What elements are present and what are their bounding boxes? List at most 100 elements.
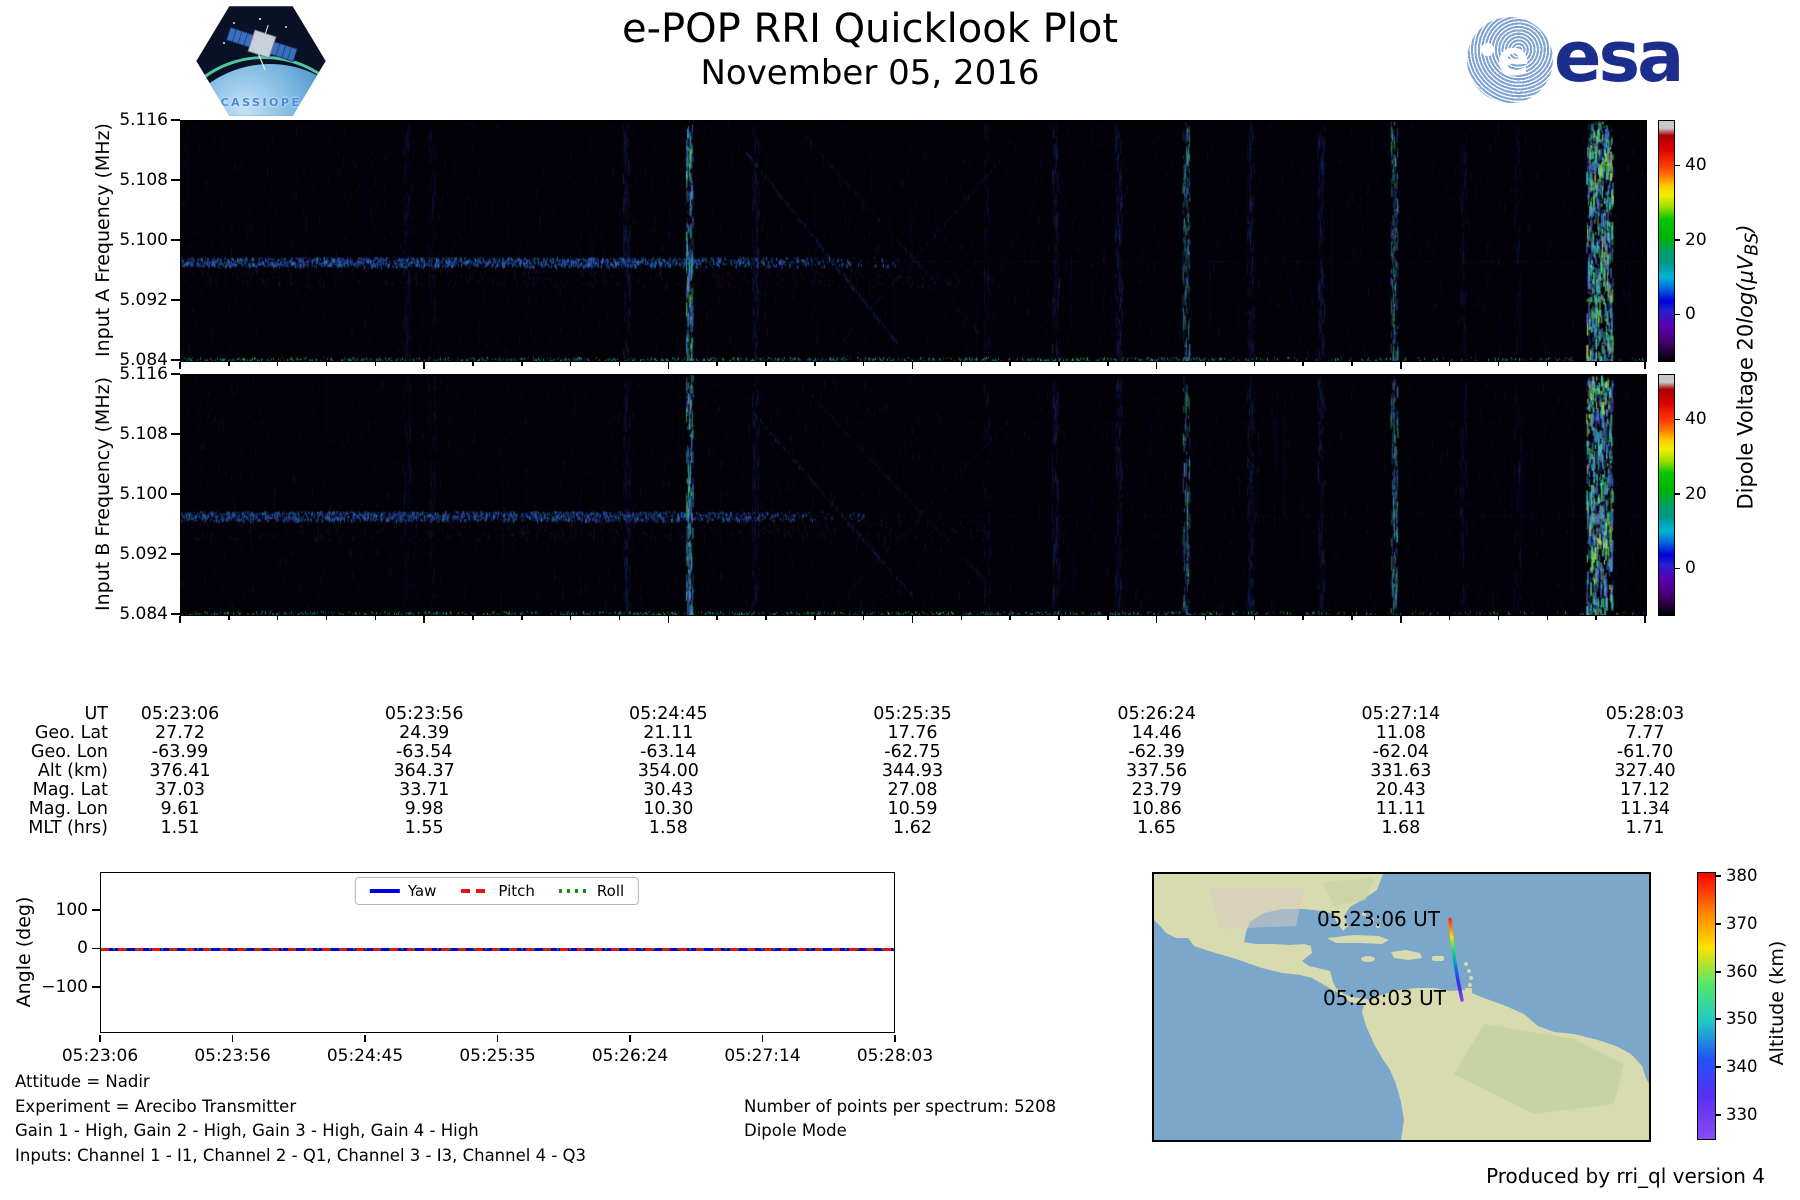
x-tick-mark [1155, 361, 1158, 369]
colorbar-tick-label: 0 [1685, 557, 1696, 578]
angle-xtick-mark [761, 1034, 764, 1042]
dipole-colorbar-b [1658, 374, 1675, 616]
x-tick-mark [1400, 615, 1402, 623]
table-cell: 337.56 [1126, 760, 1188, 781]
table-cell: 17.12 [1619, 779, 1671, 800]
dipole-colorbar-a [1658, 120, 1675, 362]
x-tick-mark [911, 615, 914, 623]
colorbar-tick-label: 0 [1685, 303, 1696, 324]
table-row-label: MLT (hrs) [28, 817, 108, 838]
table-cell: 9.98 [404, 798, 444, 819]
x-tick-mark [667, 361, 670, 369]
table-row-label: Mag. Lat [32, 779, 108, 800]
freq-tick-label: 5.116 [119, 363, 168, 384]
annotation-attitude: Attitude = Nadir [15, 1072, 150, 1091]
freq-tick-mark [171, 179, 180, 181]
x-minor-tick-mark [1595, 615, 1597, 620]
angle-zero-line [101, 947, 894, 951]
x-minor-tick-mark [1351, 361, 1353, 366]
table-cell: 11.08 [1375, 722, 1426, 743]
satellite-icon [225, 24, 298, 70]
table-cell: 17.76 [887, 722, 938, 743]
angle-ytick-mark [92, 909, 100, 911]
table-cell: 344.93 [881, 760, 944, 781]
x-minor-tick-mark [1302, 361, 1304, 366]
x-minor-tick-mark [374, 361, 377, 366]
table-cell: 331.63 [1370, 760, 1432, 781]
x-minor-tick-mark [716, 615, 718, 620]
map-land [1154, 874, 1649, 1140]
table-cell: -62.39 [1128, 741, 1185, 762]
table-cell: 327.40 [1614, 760, 1676, 781]
angle-xtick-mark [231, 1034, 234, 1042]
freq-tick-label: 5.108 [119, 169, 168, 190]
freq-tick-label: 5.084 [119, 603, 168, 624]
table-cell: 354.00 [637, 760, 699, 781]
legend-label-roll: Roll [596, 882, 625, 900]
ground-track-line [1448, 917, 1464, 1002]
x-tick-mark [423, 615, 425, 623]
angle-xtick-label: 05:28:03 [856, 1046, 934, 1066]
altitude-tick-label: 330 [1726, 1105, 1758, 1124]
x-minor-tick-mark [1058, 615, 1060, 620]
table-cell: 9.61 [160, 798, 200, 819]
freq-tick-mark [171, 433, 180, 435]
table-cell: 05:24:45 [629, 703, 708, 724]
spectrogram-b-panel [180, 374, 1647, 616]
angle-ytick-mark [92, 947, 100, 950]
table-cell: 05:23:06 [140, 703, 220, 724]
angle-ytick-label: 0 [77, 938, 88, 958]
angle-xtick-mark [894, 1034, 896, 1042]
colorbar-tick-label: 20 [1685, 229, 1707, 250]
x-minor-tick-mark [472, 615, 474, 620]
freq-tick-mark [171, 119, 180, 121]
cassiope-logo-badge: CASSIOPE [195, 4, 327, 118]
freq-tick-mark [171, 373, 180, 375]
x-minor-tick-mark [1448, 615, 1451, 620]
x-minor-tick-mark [1204, 615, 1207, 620]
table-cell: 1.68 [1381, 817, 1421, 838]
x-minor-tick-mark [276, 361, 279, 366]
table-cell: 7.77 [1625, 722, 1665, 743]
angle-xtick-mark [99, 1034, 101, 1042]
colorbar-tick-mark [1674, 313, 1680, 316]
x-minor-tick-mark [325, 615, 328, 620]
annotation-experiment: Experiment = Arecibo Transmitter [15, 1097, 297, 1116]
x-minor-tick-mark [1058, 361, 1060, 366]
table-cell: 24.39 [399, 722, 450, 743]
angle-xtick-mark [496, 1034, 499, 1042]
table-cell: 1.62 [893, 817, 932, 838]
x-minor-tick-mark [1595, 361, 1597, 366]
colorbar-tick-mark [1674, 239, 1680, 241]
angle-ytick-label: 100 [55, 899, 88, 920]
annotation-gains: Gain 1 - High, Gain 2 - High, Gain 3 - H… [15, 1121, 479, 1140]
freq-tick-label: 5.092 [119, 289, 168, 310]
angle-xtick-label: 05:23:56 [194, 1046, 271, 1066]
x-minor-tick-mark [1107, 361, 1109, 366]
table-cell: 21.11 [643, 722, 694, 743]
x-minor-tick-mark [814, 361, 816, 366]
table-row-label: Geo. Lat [34, 722, 108, 743]
altitude-tick-label: 370 [1726, 914, 1758, 933]
x-tick-mark [179, 615, 181, 623]
x-minor-tick-mark [1009, 615, 1011, 620]
altitude-tick-mark [1715, 875, 1721, 877]
table-cell: 1.71 [1625, 817, 1665, 838]
x-tick-mark [1644, 615, 1646, 623]
table-cell: -62.04 [1372, 741, 1430, 762]
table-cell: 14.46 [1131, 722, 1182, 743]
colorbar-tick-mark [1674, 567, 1680, 570]
freq-tick-label: 5.100 [119, 229, 168, 250]
x-minor-tick-mark [1107, 615, 1109, 620]
freq-tick-label: 5.084 [119, 349, 168, 370]
freq-tick-label: 5.100 [119, 483, 168, 504]
annotation-points-per-spectrum: Number of points per spectrum: 5208 [744, 1097, 1057, 1116]
pitch-line-icon [460, 889, 491, 893]
x-tick-mark [1400, 361, 1402, 369]
table-cell: 27.08 [887, 779, 938, 800]
colorbar-tick-label: 40 [1685, 155, 1707, 176]
x-tick-mark [179, 361, 181, 369]
esa-wordmark: esa [1554, 16, 1684, 98]
table-cell: 11.11 [1375, 798, 1426, 819]
